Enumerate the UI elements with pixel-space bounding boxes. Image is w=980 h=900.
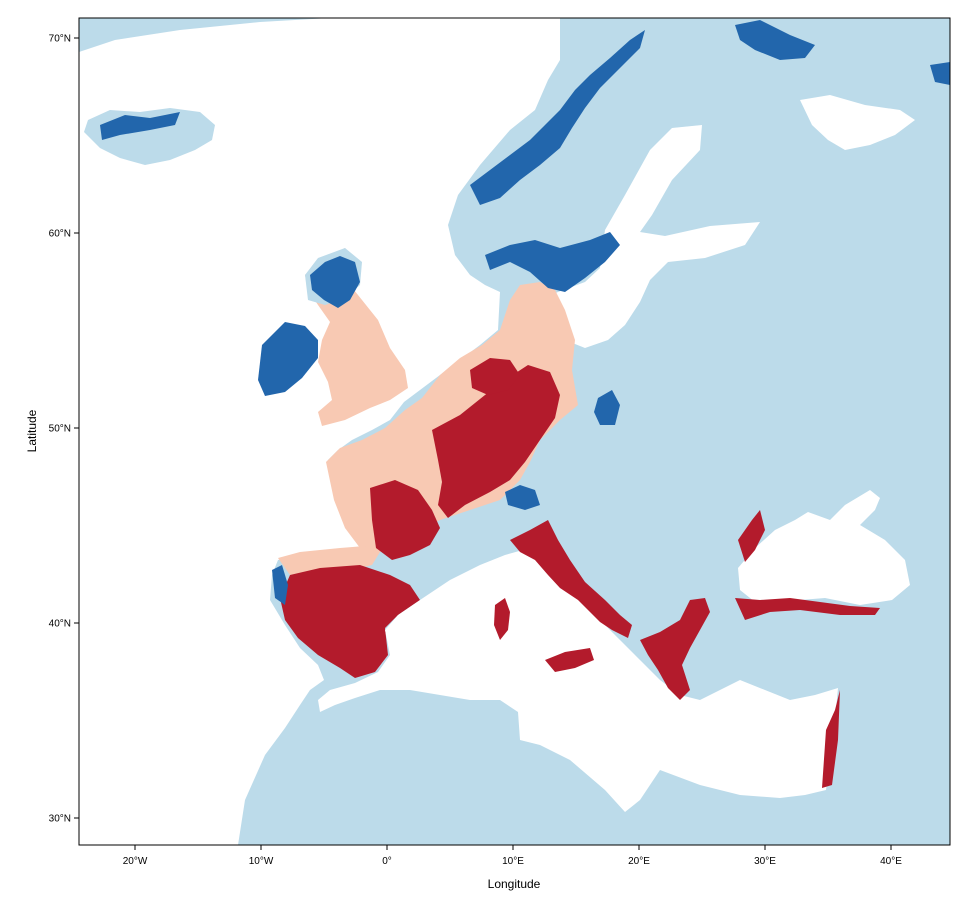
- atlantic-ocean: [79, 18, 560, 845]
- black-sea: [738, 490, 910, 605]
- black-sea-west-coast-red: [738, 510, 765, 562]
- ireland: [258, 322, 318, 396]
- sicily-red: [545, 648, 594, 672]
- baltic-states-blue: [594, 390, 620, 425]
- alps-blue: [505, 485, 540, 510]
- y-tick-label: 60°N: [49, 229, 71, 240]
- x-tick-label: 40°E: [880, 856, 902, 867]
- plot-frame: [78, 17, 951, 846]
- southern-scandinavia-blue: [485, 232, 620, 292]
- arctic-coast-blue: [930, 62, 950, 85]
- x-tick-label: 10°W: [249, 856, 274, 867]
- x-axis: 20°W 10°W 0° 10°E 20°E 30°E 40°E: [123, 845, 902, 867]
- y-axis: 30°N 40°N 50°N 60°N 70°N: [49, 34, 79, 825]
- scotland-blue: [310, 256, 360, 308]
- x-tick-label: 10°E: [502, 856, 524, 867]
- norway-coast-blue: [470, 30, 645, 205]
- x-axis-title: Longitude: [488, 877, 541, 891]
- iceland-coast-blue: [100, 112, 180, 140]
- kola-blue: [735, 20, 815, 60]
- x-tick-label: 20°W: [123, 856, 148, 867]
- italy-red: [510, 520, 632, 638]
- balkans-red: [640, 598, 710, 700]
- map-layers: [79, 18, 950, 845]
- turkey-red: [735, 598, 880, 620]
- iberia-coast-blue: [272, 565, 288, 605]
- greenland-edge: [79, 18, 115, 45]
- y-tick-label: 30°N: [49, 814, 71, 825]
- y-tick-label: 70°N: [49, 34, 71, 45]
- y-axis-title: Latitude: [25, 409, 39, 452]
- sardinia-red: [494, 598, 510, 640]
- y-tick-label: 50°N: [49, 424, 71, 435]
- baltic-sea: [540, 125, 760, 348]
- iberia-red: [280, 565, 420, 678]
- france-red: [370, 480, 440, 560]
- northern-germany-red: [470, 358, 520, 395]
- x-tick-label: 30°E: [754, 856, 776, 867]
- y-tick-label: 40°N: [49, 619, 71, 630]
- white-sea: [800, 95, 915, 150]
- central-europe-red: [432, 365, 560, 518]
- x-tick-label: 0°: [382, 856, 392, 867]
- mediterranean-sea: [318, 548, 838, 812]
- levant-red: [822, 690, 840, 788]
- x-tick-label: 20°E: [628, 856, 650, 867]
